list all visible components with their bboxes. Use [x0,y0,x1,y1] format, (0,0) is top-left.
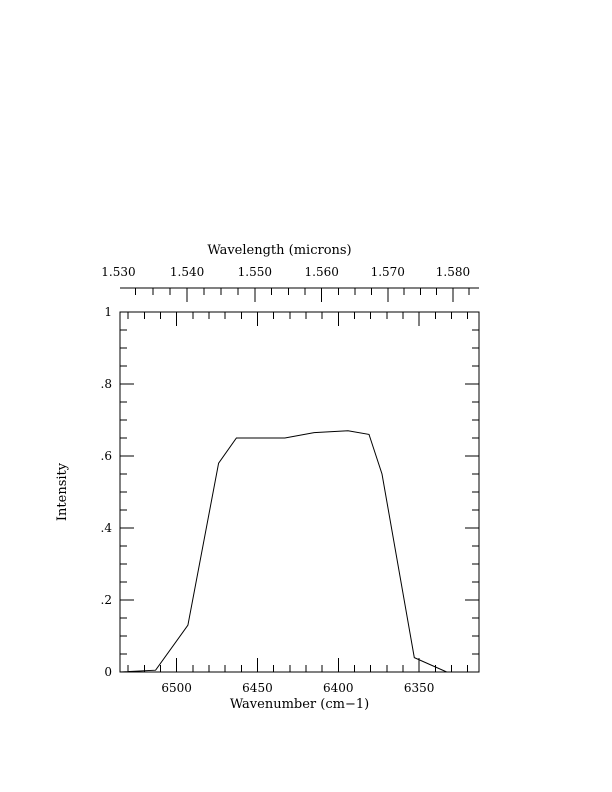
plot-border [119,311,480,673]
x-axis-ticks: 6500 6450 6400 6350 [127,312,469,695]
y-tick-label: .6 [101,449,112,463]
y-tick-label: 1 [104,305,112,319]
top-tick-label: 1.560 [305,265,339,279]
top-axis-label: Wavelength (microns) [207,243,351,258]
top-tick-label: 1.570 [371,265,405,279]
top-tick-label: 1.530 [101,265,135,279]
top-tick-label: 1.550 [238,265,272,279]
y-axis-label: Intensity [55,462,70,521]
top-tick-label: 1.540 [170,265,204,279]
x-tick-label: 6450 [242,681,273,695]
x-tick-label: 6500 [161,681,192,695]
x-tick-label: 6400 [323,681,354,695]
series-group [119,430,479,673]
y-tick-label: 0 [104,665,112,679]
y-tick-label: .2 [101,593,112,607]
top-wavelength-axis: 1.530 1.540 1.550 1.560 1.570 1.580 [101,265,479,302]
intensity-series-line [119,430,479,673]
plot-frame [119,311,480,673]
top-tick-label: 1.580 [436,265,470,279]
x-axis-label: Wavenumber (cm−1) [230,697,369,712]
y-tick-label: .8 [101,377,112,391]
y-tick-label: .4 [101,521,113,535]
y-axis-ticks: 0 .2 .4 .6 .8 1 [101,305,479,679]
x-tick-label: 6350 [404,681,435,695]
